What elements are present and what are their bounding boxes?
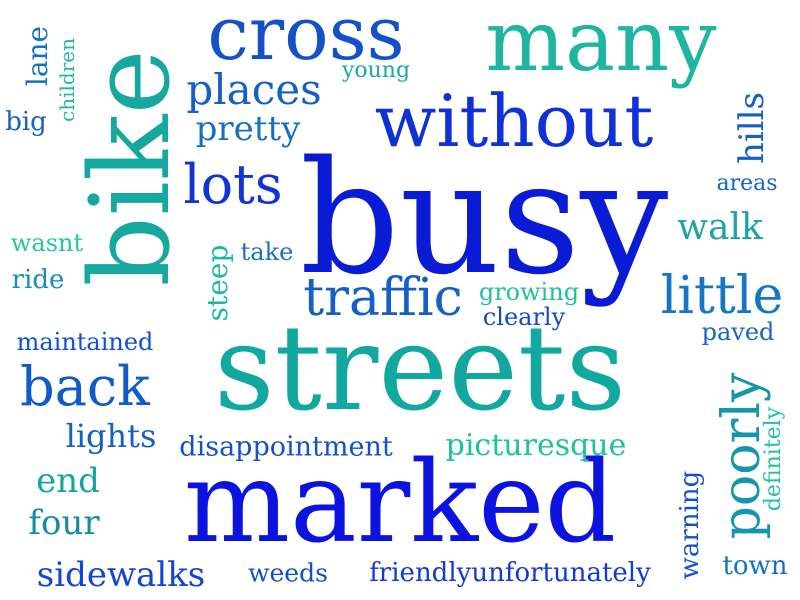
word-back: back <box>20 355 150 418</box>
word-sidewalks: sidewalks <box>36 555 206 595</box>
word-town: town <box>722 551 788 581</box>
word-children: children <box>55 38 79 122</box>
word-traffic: traffic <box>303 268 463 328</box>
word-many: many <box>485 0 717 90</box>
word-pretty: pretty <box>195 109 301 149</box>
word-paved: paved <box>701 318 775 346</box>
word-walk: walk <box>677 207 763 248</box>
word-warning: warning <box>675 470 705 580</box>
word-growing: growing <box>478 278 580 306</box>
word-end: end <box>36 461 100 501</box>
word-hills: hills <box>732 92 772 164</box>
word-bike: bike <box>66 49 194 287</box>
word-cross: cross <box>207 0 405 77</box>
word-without: without <box>374 79 654 163</box>
word-lane: lane <box>21 25 54 87</box>
word-clearly: clearly <box>482 303 566 331</box>
word-streets: streets <box>213 299 627 437</box>
word-definitely: definitely <box>761 406 786 512</box>
word-big: big <box>5 107 47 137</box>
word-picturesque: picturesque <box>445 428 627 463</box>
word-take: take <box>240 238 294 266</box>
word-friendlyunfortunately: friendlyunfortunately <box>369 558 651 588</box>
word-steep: steep <box>201 244 234 322</box>
word-disappointment: disappointment <box>179 431 393 463</box>
word-four: four <box>28 503 100 543</box>
word-lots: lots <box>183 153 283 216</box>
word-little: little <box>660 266 784 326</box>
word-young: young <box>341 58 411 83</box>
word-maintained: maintained <box>16 328 154 356</box>
word-ride: ride <box>11 265 65 295</box>
word-areas: areas <box>716 171 778 196</box>
word-lights: lights <box>65 417 157 455</box>
word-busy: busy <box>299 127 669 309</box>
word-marked: marked <box>183 438 617 568</box>
word-wasnt: wasnt <box>10 229 84 257</box>
word-places: places <box>186 65 322 114</box>
word-weeds: weeds <box>248 558 328 588</box>
